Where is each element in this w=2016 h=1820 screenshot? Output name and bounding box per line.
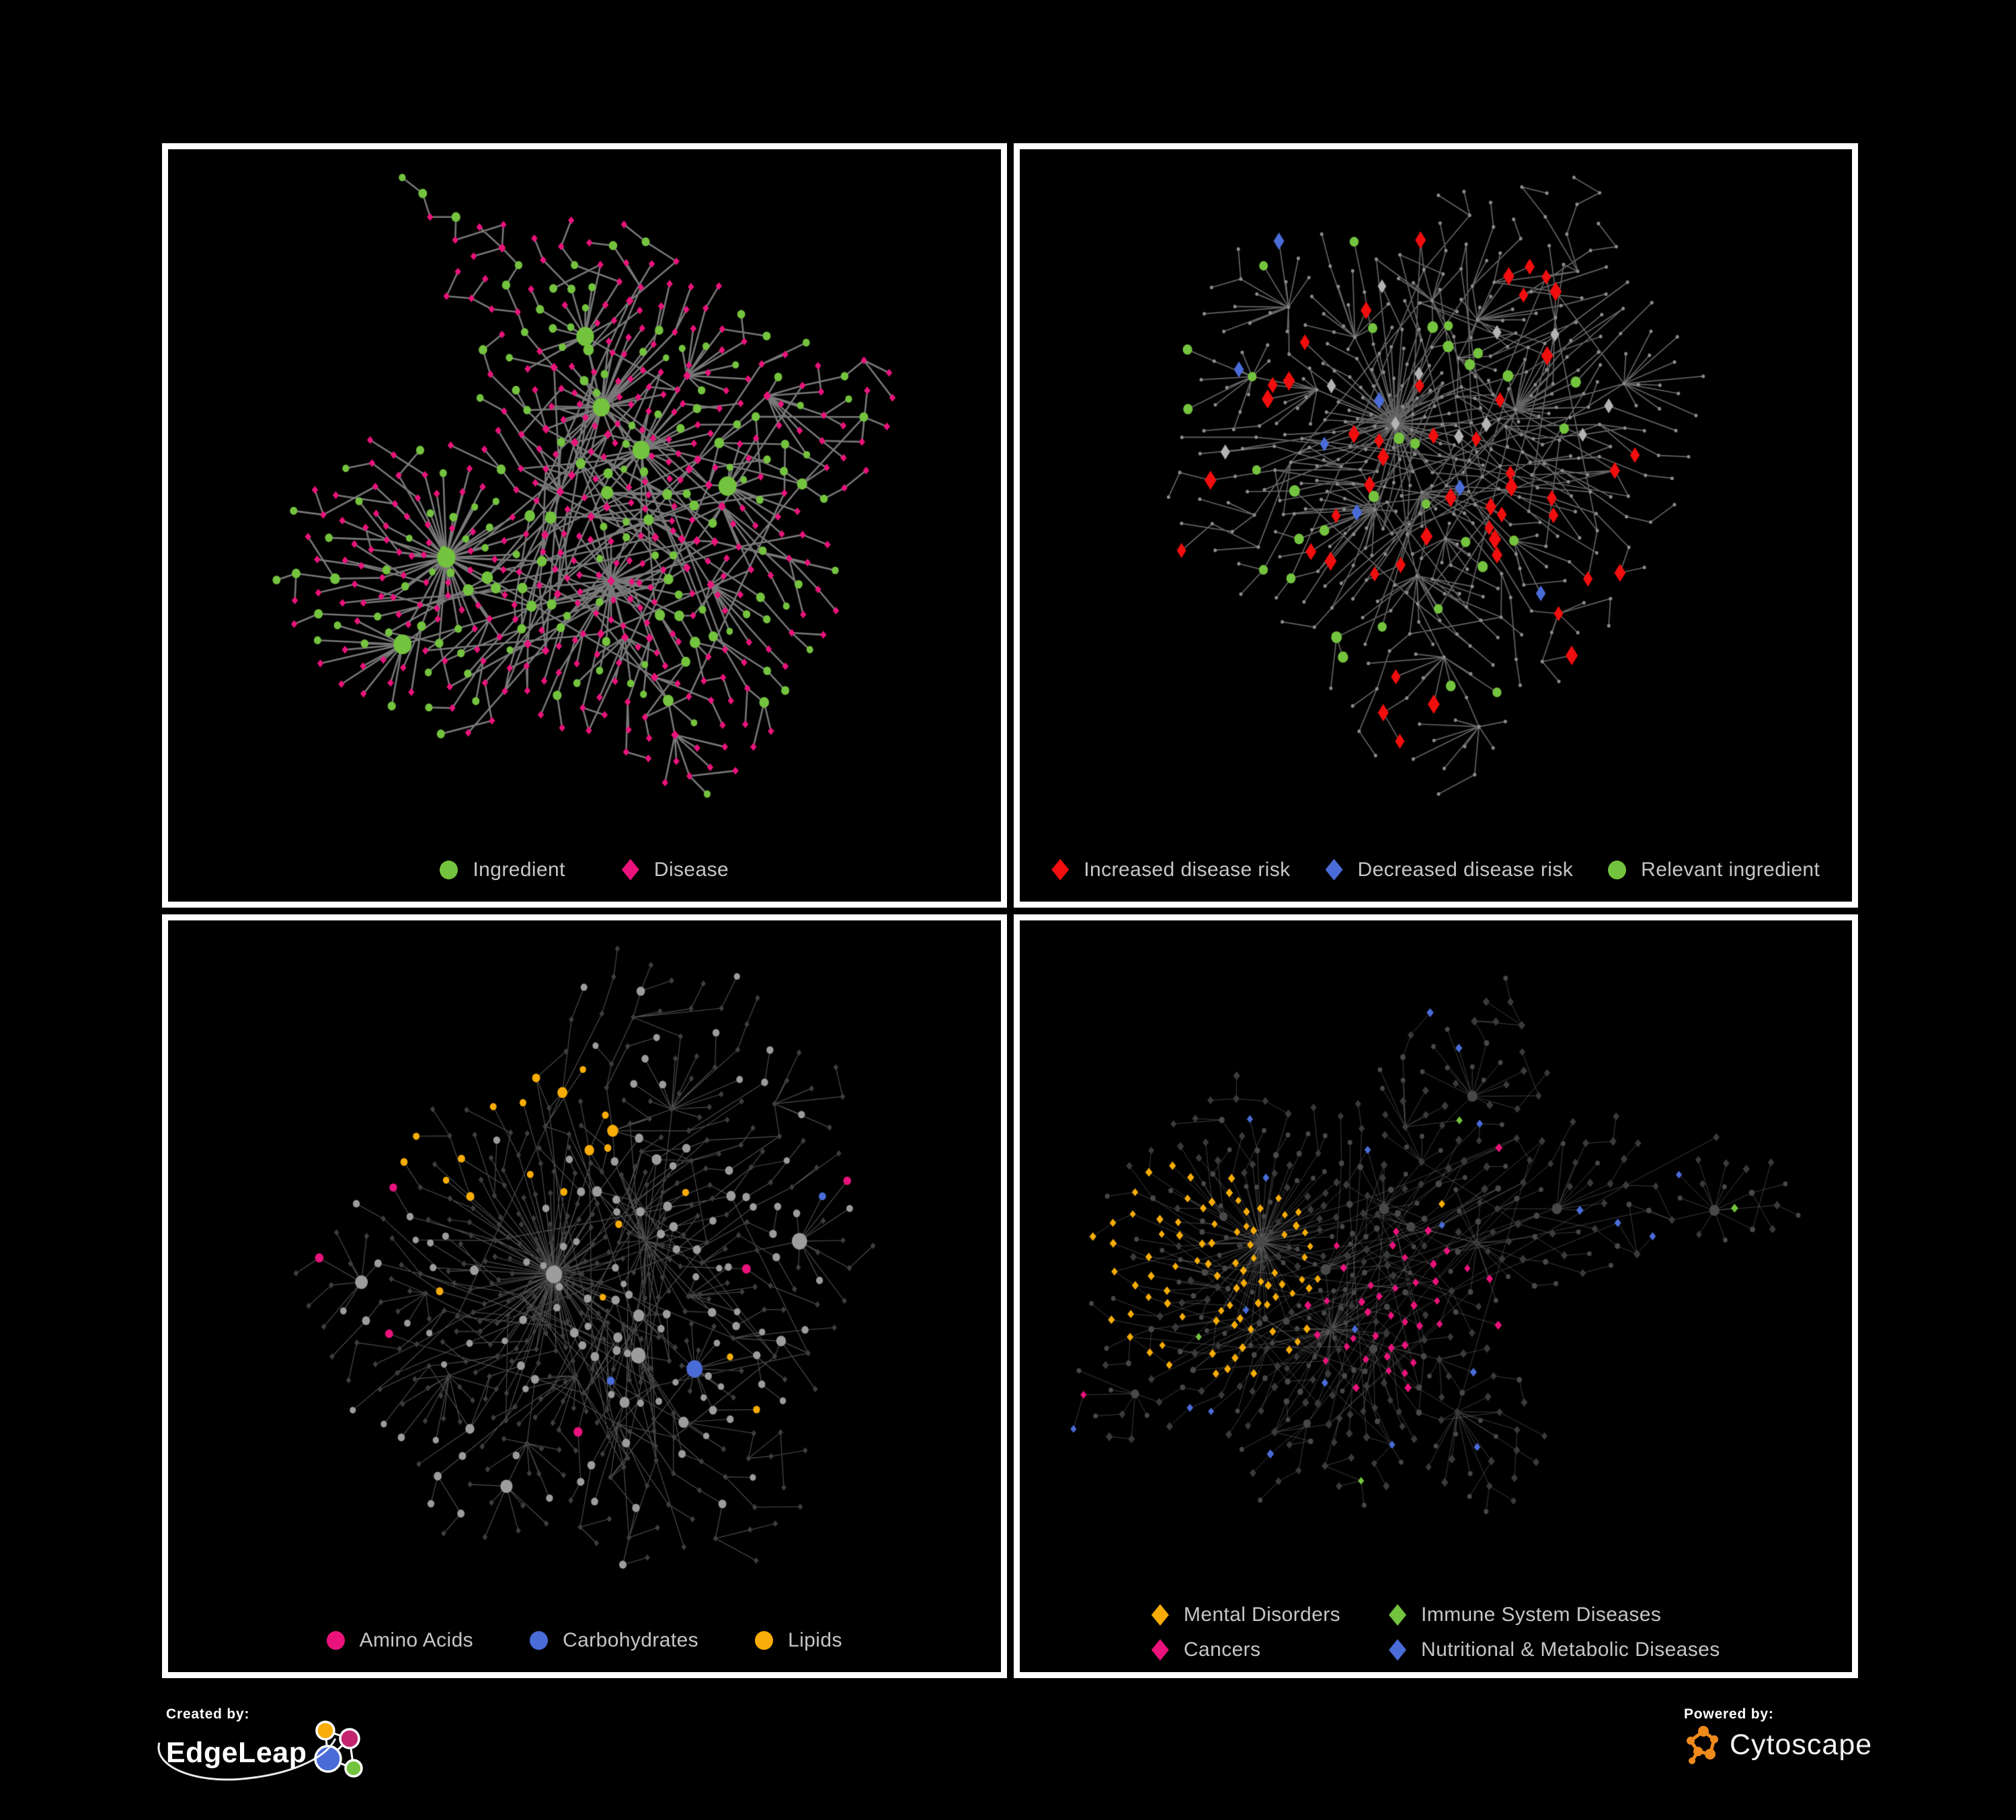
circle-swatch-icon <box>1608 860 1627 879</box>
edgeleap-credit: Created by: EdgeLeap <box>157 1706 381 1794</box>
panel-ingredient-disease: Ingredient Disease <box>162 143 1007 908</box>
legend-nutrient-categories: Amino Acids Carbohydrates Lipids <box>168 1629 1001 1652</box>
panel-nutrient-categories: Amino Acids Carbohydrates Lipids <box>162 914 1007 1678</box>
legend-item: Amino Acids <box>326 1629 474 1652</box>
legend-item: Carbohydrates <box>530 1629 698 1652</box>
legend-label: Ingredient <box>473 858 565 881</box>
legend-ingredient-disease: Ingredient Disease <box>168 859 1001 881</box>
legend-item: Increased disease risk <box>1051 859 1290 881</box>
cytoscape-credit: Powered by: <box>1684 1706 1872 1766</box>
panel-grid: Ingredient Disease Increased disease risk… <box>162 143 1858 1678</box>
network-canvas-disease-categories <box>1019 920 1852 1672</box>
legend-label: Mental Disorders <box>1183 1604 1340 1626</box>
edgeleap-logo-text: EdgeLeap <box>166 1736 307 1769</box>
panel-disease-risk: Increased disease risk Decreased disease … <box>1013 143 1858 908</box>
legend-item: Lipids <box>755 1629 842 1652</box>
diamond-swatch-icon <box>1151 1639 1169 1661</box>
legend-label: Relevant ingredient <box>1641 858 1820 881</box>
legend-item: Immune System Diseases <box>1389 1604 1720 1626</box>
cytoscape-logo-text: Cytoscape <box>1730 1728 1873 1761</box>
legend-item: Decreased disease risk <box>1325 858 1574 881</box>
powered-by-label: Powered by: <box>1684 1706 1774 1722</box>
edgeleap-network-icon <box>313 1720 363 1778</box>
legend-label: Immune System Diseases <box>1421 1604 1662 1626</box>
legend-item: Relevant ingredient <box>1608 859 1820 881</box>
legend-item: Mental Disorders <box>1151 1604 1340 1626</box>
legend-disease-risk: Increased disease risk Decreased disease … <box>1020 859 1853 881</box>
legend-label: Increased disease risk <box>1084 858 1291 881</box>
diamond-swatch-icon <box>1051 859 1070 881</box>
circle-swatch-icon <box>530 1631 549 1650</box>
network-canvas-ingredient-disease <box>168 149 1001 902</box>
network-canvas-disease-risk <box>1019 149 1852 902</box>
legend-label: Amino Acids <box>359 1629 474 1651</box>
legend-label: Decreased disease risk <box>1357 858 1574 881</box>
circle-swatch-icon <box>440 860 458 879</box>
legend-item: Cancers <box>1151 1638 1340 1661</box>
panel-disease-categories: Mental Disorders Immune System Diseases Ca… <box>1013 914 1858 1678</box>
cytoscape-brand: Cytoscape <box>1684 1724 1872 1766</box>
edgeleap-brand: EdgeLeap <box>166 1720 381 1782</box>
diamond-swatch-icon <box>1151 1604 1169 1626</box>
legend-label: Disease <box>653 858 729 881</box>
network-canvas-nutrient-categories <box>168 920 1001 1672</box>
created-by-label: Created by: <box>166 1706 250 1722</box>
legend-label: Nutritional & Metabolic Diseases <box>1421 1638 1720 1661</box>
diamond-swatch-icon <box>1325 859 1343 881</box>
legend-label: Lipids <box>788 1629 842 1651</box>
circle-swatch-icon <box>755 1631 774 1650</box>
diamond-swatch-icon <box>621 859 639 881</box>
diamond-swatch-icon <box>1389 1639 1406 1661</box>
diamond-swatch-icon <box>1389 1604 1406 1626</box>
legend-label: Carbohydrates <box>563 1629 699 1651</box>
cytoscape-network-icon <box>1687 1726 1718 1764</box>
legend-item: Nutritional & Metabolic Diseases <box>1389 1638 1720 1661</box>
legend-item: Disease <box>621 858 729 881</box>
legend-item: Ingredient <box>440 859 565 881</box>
legend-disease-categories: Mental Disorders Immune System Diseases Ca… <box>1151 1604 1720 1661</box>
legend-label: Cancers <box>1183 1638 1261 1661</box>
circle-swatch-icon <box>326 1631 345 1650</box>
